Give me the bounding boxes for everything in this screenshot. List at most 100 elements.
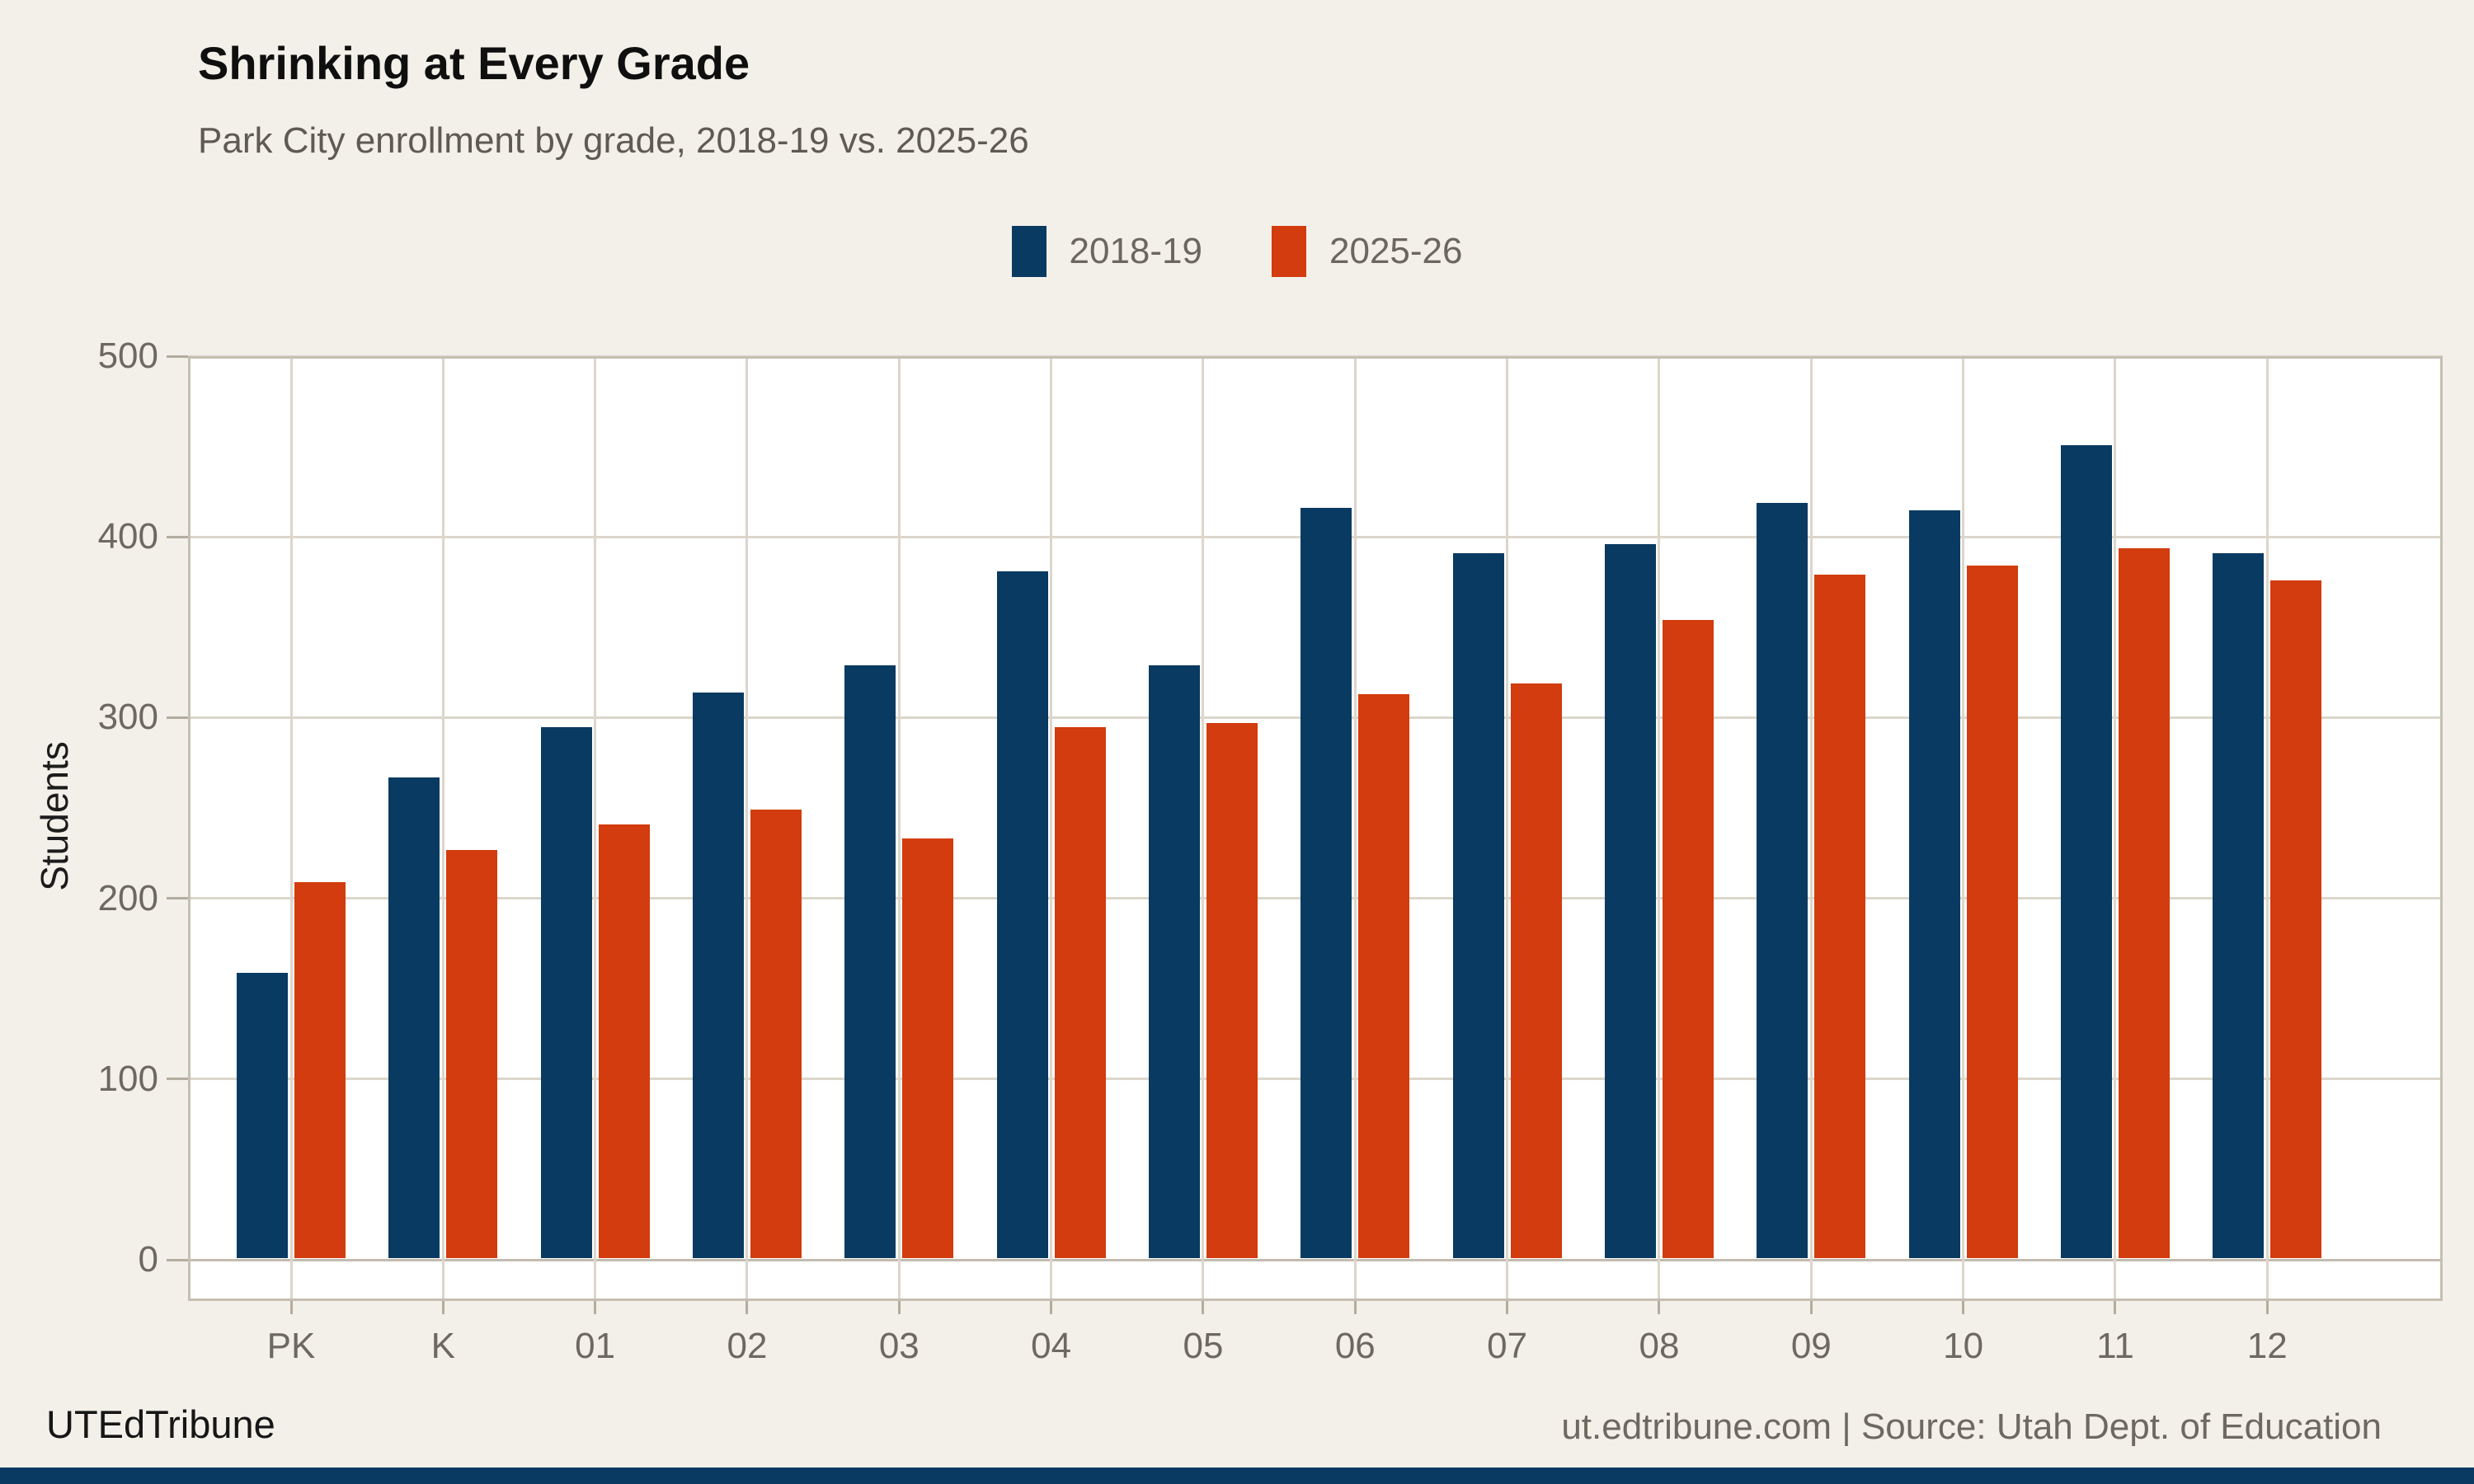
y-axis-label-400: 400 — [97, 516, 158, 557]
x-axis-tick-10 — [1962, 1301, 1965, 1314]
legend-item-2018-19: 2018-19 — [1011, 226, 1202, 277]
y-axis-title: Students — [33, 741, 76, 891]
bar-07-2025-26 — [1510, 683, 1562, 1258]
gridline-x-03 — [897, 356, 901, 1301]
y-axis-label-0: 0 — [138, 1239, 158, 1280]
gridline-x-10 — [1962, 356, 1965, 1301]
x-axis-label-PK: PK — [266, 1326, 316, 1366]
y-axis-tick-300 — [167, 716, 188, 719]
gridline-x-07 — [1506, 356, 1509, 1301]
bar-10-2018-19 — [1908, 510, 1960, 1258]
x-axis-label-09: 09 — [1790, 1326, 1832, 1366]
footer-source: ut.edtribune.com | Source: Utah Dept. of… — [1561, 1407, 2382, 1447]
bar-PK-2025-26 — [294, 882, 346, 1258]
legend-swatch-2025-26 — [1272, 226, 1306, 277]
chart-title: Shrinking at Every Grade — [198, 37, 750, 89]
plot-border-left — [188, 356, 190, 1301]
x-axis-label-02: 02 — [727, 1326, 768, 1366]
x-axis-label-11: 11 — [2096, 1326, 2134, 1366]
bar-08-2025-26 — [1662, 620, 1714, 1258]
x-axis-tick-05 — [1202, 1301, 1205, 1314]
bar-06-2018-19 — [1300, 508, 1352, 1258]
bar-08-2018-19 — [1604, 544, 1656, 1258]
x-axis-label-05: 05 — [1183, 1326, 1224, 1366]
bar-10-2025-26 — [1966, 566, 2018, 1258]
x-axis-label-10: 10 — [1943, 1326, 1984, 1366]
x-axis-tick-PK — [289, 1301, 293, 1314]
plot-border-top — [188, 356, 2443, 359]
bar-01-2018-19 — [540, 726, 592, 1258]
bar-05-2025-26 — [1206, 723, 1258, 1258]
x-axis-tick-08 — [1658, 1301, 1661, 1314]
bar-09-2018-19 — [1757, 502, 1808, 1258]
x-axis-tick-02 — [745, 1301, 749, 1314]
x-axis-label-08: 08 — [1639, 1326, 1680, 1366]
y-axis-tick-100 — [167, 1078, 188, 1081]
gridline-x-12 — [2265, 356, 2269, 1301]
y-axis-label-500: 500 — [97, 336, 158, 376]
x-axis-label-K: K — [430, 1326, 455, 1366]
gridline-x-11 — [2114, 356, 2117, 1301]
bar-11-2025-26 — [2118, 547, 2170, 1258]
plot-border-bottom — [188, 1298, 2443, 1301]
y-axis-label-300: 300 — [97, 697, 158, 738]
bar-03-2025-26 — [902, 838, 954, 1258]
x-axis-tick-07 — [1506, 1301, 1509, 1314]
chart-subtitle: Park City enrollment by grade, 2018-19 v… — [198, 120, 1029, 161]
plot-area: 0 100 200 300 400 500 PK K 01 02 03 04 05 06 07 08 09 10 1… — [98, 336, 2443, 1366]
y-axis-tick-0 — [167, 1258, 188, 1261]
legend-label: 2025-26 — [1329, 231, 1463, 271]
y-axis-tick-400 — [167, 535, 188, 538]
bar-PK-2018-19 — [237, 972, 288, 1258]
bar-04-2025-26 — [1054, 726, 1106, 1258]
gridline-x-09 — [1809, 356, 1813, 1301]
x-axis-tick-11 — [2114, 1301, 2117, 1314]
legend-item-2025-26: 2025-26 — [1272, 226, 1462, 277]
x-axis-tick-12 — [2265, 1301, 2269, 1314]
gridline-x-05 — [1202, 356, 1205, 1301]
bar-01-2025-26 — [598, 824, 650, 1258]
footer-brand: UTEdTribune — [46, 1402, 275, 1446]
bar-09-2025-26 — [1814, 575, 1866, 1258]
y-axis-tick-200 — [167, 897, 188, 900]
y-axis-label-200: 200 — [97, 877, 158, 918]
bar-11-2018-19 — [2060, 444, 2112, 1258]
x-axis-label-03: 03 — [878, 1326, 920, 1366]
bar-12-2018-19 — [2213, 553, 2265, 1258]
bar-12-2025-26 — [2270, 580, 2322, 1258]
bar-02-2018-19 — [692, 692, 744, 1258]
x-axis-label-06: 06 — [1334, 1326, 1376, 1366]
gridline-x-06 — [1353, 356, 1357, 1301]
y-axis-tick-500 — [167, 355, 188, 358]
x-axis-tick-09 — [1809, 1301, 1813, 1314]
bar-04-2018-19 — [996, 571, 1048, 1258]
legend-label: 2018-19 — [1069, 231, 1202, 271]
x-axis-tick-04 — [1050, 1301, 1053, 1314]
y-axis-label-100: 100 — [97, 1058, 158, 1099]
legend: 2018-19 2025-26 — [0, 226, 2474, 277]
x-axis-tick-06 — [1353, 1301, 1357, 1314]
gridline-y-0 — [188, 1258, 2443, 1261]
gridline-x-04 — [1050, 356, 1053, 1301]
bar-K-2025-26 — [446, 849, 498, 1258]
x-axis-tick-01 — [594, 1301, 597, 1314]
legend-swatch-2018-19 — [1011, 226, 1047, 277]
gridline-x-K — [441, 356, 444, 1301]
gridline-x-01 — [594, 356, 597, 1301]
x-axis-label-07: 07 — [1487, 1326, 1528, 1366]
bar-05-2018-19 — [1148, 665, 1200, 1258]
gridline-x-08 — [1658, 356, 1661, 1301]
x-axis-label-01: 01 — [575, 1326, 616, 1366]
x-axis-tick-03 — [897, 1301, 901, 1314]
brand-accent-bar — [0, 1468, 2474, 1484]
bar-K-2018-19 — [388, 777, 440, 1258]
bar-06-2025-26 — [1358, 694, 1410, 1258]
x-axis-label-12: 12 — [2246, 1326, 2288, 1366]
bar-02-2025-26 — [750, 810, 802, 1258]
gridline-x-PK — [289, 356, 293, 1301]
plot-border-right — [2440, 356, 2443, 1301]
bar-07-2018-19 — [1452, 553, 1504, 1258]
x-axis-label-04: 04 — [1031, 1326, 1072, 1366]
x-axis-tick-K — [441, 1301, 444, 1314]
bar-03-2018-19 — [844, 665, 896, 1258]
